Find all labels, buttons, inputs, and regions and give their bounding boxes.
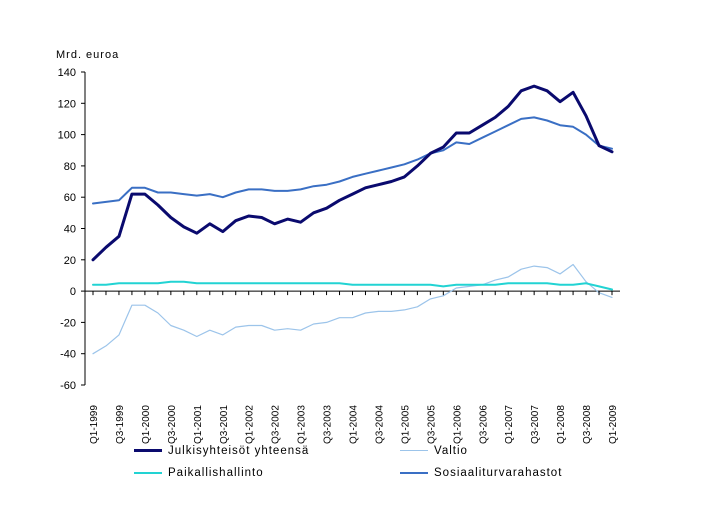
y-tick-label: 120	[58, 98, 76, 110]
x-tick-label: Q3-2002	[271, 405, 282, 444]
x-tick-label: Q1-2000	[141, 405, 152, 444]
x-tick-label: Q1-2002	[245, 405, 256, 444]
y-tick-label: 80	[64, 161, 76, 173]
x-tick-label: Q3-1999	[115, 405, 126, 444]
x-tick-label: Q3-2003	[323, 405, 334, 444]
x-tick-label: Q1-2004	[349, 405, 360, 444]
legend-swatch	[400, 472, 428, 474]
x-tick-label: Q3-2000	[167, 405, 178, 444]
y-tick-label: -40	[60, 349, 76, 361]
x-tick-label: Q1-2009	[608, 405, 619, 444]
x-tick-label: Q3-2007	[530, 405, 541, 444]
legend-label: Paikallishallinto	[168, 467, 264, 479]
y-tick-label: 0	[70, 286, 76, 298]
y-axis-title: Mrd. euroa	[56, 49, 119, 61]
legend-label: Sosiaaliturvarahastot	[434, 467, 563, 479]
x-tick-label: Q1-2005	[400, 405, 411, 444]
x-tick-label: Q1-2003	[297, 405, 308, 444]
series-line-julkisyhteis-t-yhteens-	[91, 84, 614, 262]
y-tick-label: 20	[64, 255, 76, 267]
x-tick-label: Q3-2004	[374, 405, 385, 444]
series-line-paikallishallinto	[92, 280, 613, 291]
y-tick-label: -20	[60, 317, 76, 329]
y-tick-label: 60	[64, 192, 76, 204]
legend-swatch	[134, 472, 162, 474]
x-tick-label: Q1-2008	[556, 405, 567, 444]
y-tick-label: 100	[58, 130, 76, 142]
y-tick-label: 40	[64, 224, 76, 236]
legend-label: Valtio	[434, 445, 468, 457]
y-tick-label: -60	[60, 380, 76, 392]
series-line-valtio	[92, 263, 613, 355]
x-tick-label: Q1-2001	[193, 405, 204, 444]
legend-label: Julkisyhteisöt yhteensä	[168, 445, 310, 457]
legend-swatch	[400, 450, 428, 451]
series-line-sosiaaliturvarahastot	[92, 116, 613, 205]
x-tick-label: Q1-2007	[504, 405, 515, 444]
x-tick-label: Q3-2006	[478, 405, 489, 444]
x-tick-label: Q3-2008	[582, 405, 593, 444]
x-tick-label: Q3-2001	[219, 405, 230, 444]
x-tick-label: Q3-2005	[426, 405, 437, 444]
legend-swatch	[134, 449, 162, 452]
x-tick-label: Q1-1999	[89, 405, 100, 444]
y-tick-label: 140	[58, 67, 76, 79]
x-tick-label: Q1-2006	[452, 405, 463, 444]
